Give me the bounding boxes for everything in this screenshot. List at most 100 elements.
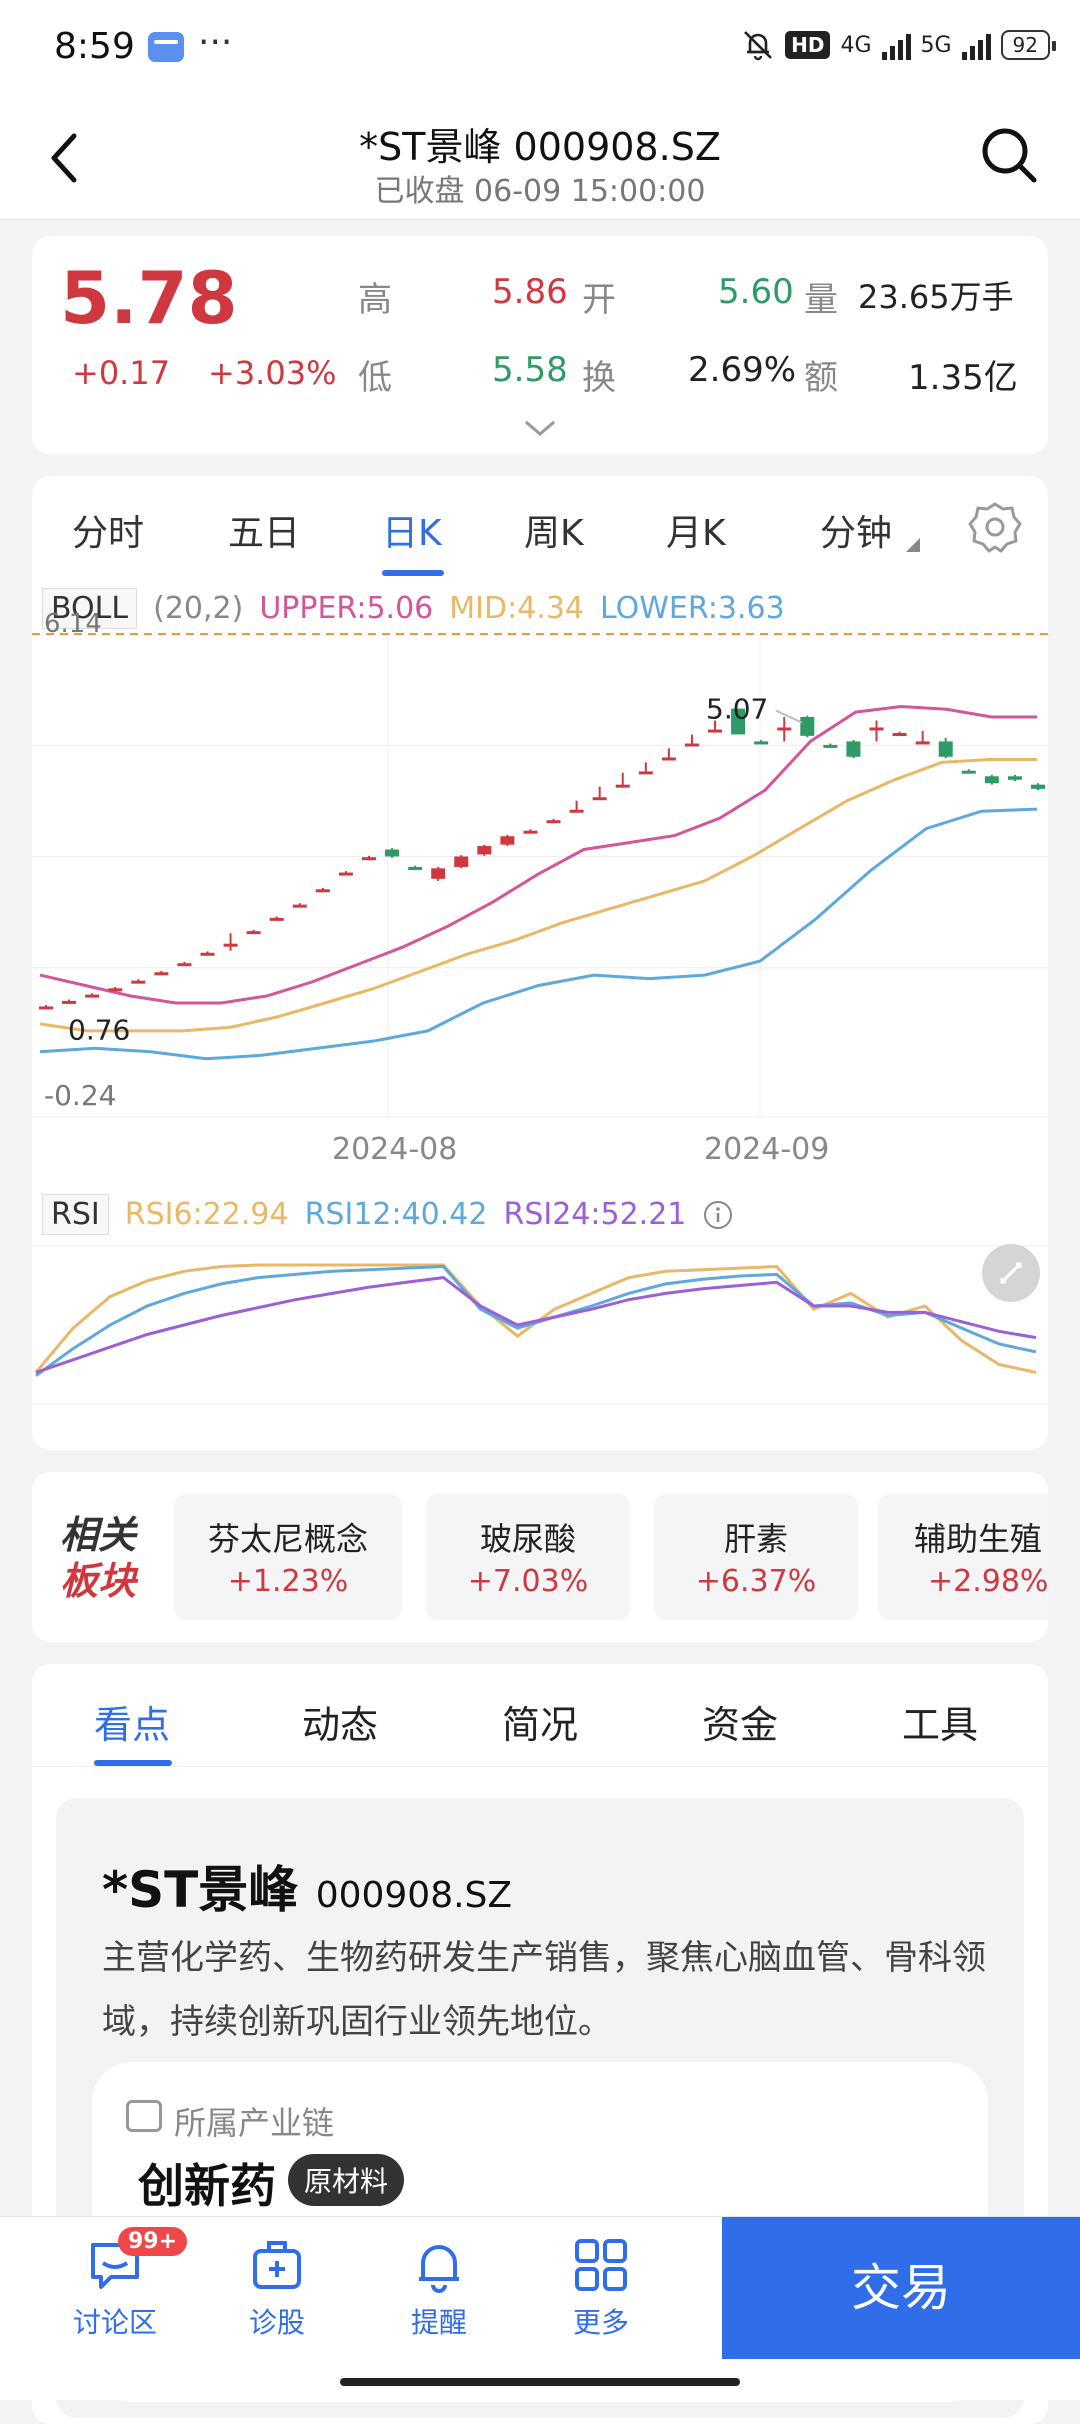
more-notifications-icon: ··· [198,22,233,63]
tab-funds[interactable]: 资金 [702,1703,779,1747]
market-status: 已收盘 06-09 15:00:00 [374,174,706,209]
candle-body [869,727,884,731]
candle-body [754,741,769,745]
candle-body [385,849,400,857]
sector-name: 辅助生殖 [914,1520,1043,1558]
rsi6-value: RSI6:22.94 [124,1197,289,1232]
candle-body [569,809,584,813]
trade-button[interactable]: 交易 [722,2217,1080,2359]
sector-name: 芬太尼概念 [207,1520,368,1558]
tab-news[interactable]: 动态 [302,1703,379,1747]
home-indicator[interactable] [340,2378,740,2386]
candle-body [154,972,169,976]
candle-body [431,868,446,879]
tab-intraday[interactable]: 分时 [72,513,145,554]
active-tab-indicator [382,570,444,576]
sector-change: +2.98% [928,1564,1048,1599]
hd-badge: HD [785,31,831,59]
sectors-logo-line1: 相关 [60,1513,137,1557]
rsi24-line [35,1276,1037,1374]
sector-name: 肝素 [723,1520,788,1558]
candle-body [85,994,100,998]
tab-overview[interactable]: 简况 [502,1703,579,1747]
company-description: 主营化学药、生物药研发生产销售，聚焦心脑血管、骨科领域，持续创新巩固行业领先地位… [102,1938,986,2042]
sector-item[interactable]: 肝素 +6.37% [654,1494,858,1620]
amount-value: 1.35亿 [908,358,1018,398]
high-marker: 5.07 [706,693,768,726]
amount-label: 额 [804,358,838,398]
boll-params: (20,2) [153,591,244,626]
candle-body [638,771,653,775]
sector-item[interactable]: 芬太尼概念 +1.23% [174,1494,402,1620]
candle-body [131,980,146,984]
medical-kit-icon [253,2241,301,2289]
industry-chain-name: 创新药 [138,2159,276,2213]
candle-body [800,717,815,736]
candle-body [477,846,492,855]
boll-lower-line [39,807,1038,1061]
chevron-down-icon[interactable] [522,418,558,438]
back-arrow-icon[interactable] [44,130,84,186]
bell-muted-icon [744,31,773,61]
tab-minute[interactable]: 分钟 [820,513,893,554]
candle-body [1007,776,1022,780]
tab-five-day[interactable]: 五日 [228,513,301,554]
tab-tools[interactable]: 工具 [902,1703,979,1747]
network-4g-label: 4G [840,32,872,58]
rsi-indicator-select[interactable]: RSI [42,1194,109,1235]
tab-monthly-k[interactable]: 月K [666,513,726,554]
network-5g-label: 5G [920,32,952,58]
battery-icon: 92 [1000,30,1057,60]
dropdown-triangle-icon [906,538,920,552]
rsi6-line [34,1263,1037,1374]
nav-discussion[interactable]: 99+ 讨论区 [60,2227,188,2341]
tab-daily-k[interactable]: 日K [382,513,442,554]
info-icon[interactable] [702,1199,734,1231]
fullscreen-button[interactable] [982,1244,1040,1302]
tab-highlights[interactable]: 看点 [94,1703,171,1747]
sector-item[interactable]: 辅助生殖 +2.98% [878,1494,1048,1620]
kline-chart[interactable]: 6.14 -0.24 0.76 5.07 2024-08 2024-09 [32,604,1048,1450]
chart-period-tabs: 分时 五日 日K 周K 月K 分钟 [32,476,1048,576]
tab-divider [32,1766,1048,1767]
related-sectors: 相关 板块 芬太尼概念 +1.23% 玻尿酸 +7.03% 肝素 +6.37% … [32,1472,1048,1642]
candle-body [108,988,123,992]
nav-label: 提醒 [410,2306,467,2339]
boll-lower: LOWER:3.63 [600,591,785,626]
app-notification-icon [148,32,184,62]
price-change: +0.17 [72,354,171,392]
sector-change: +7.03% [467,1564,589,1599]
candle-body [961,770,976,774]
high-label: 高 [358,280,392,320]
active-info-tab-indicator [94,1760,172,1766]
candle-body [592,797,607,801]
candle-body [361,857,376,861]
nav-diagnose[interactable]: 诊股 [222,2235,332,2341]
low-marker: 0.76 [68,1013,130,1046]
boll-upper-line [39,704,1037,1005]
price-change-pct: +3.03% [208,354,337,392]
candle-body [615,784,630,788]
candle-body [661,757,676,761]
volume-label: 量 [804,280,838,320]
nav-more[interactable]: 更多 [546,2235,656,2341]
open-label: 开 [582,280,616,320]
boll-mid-line [39,758,1037,1033]
current-price: 5.78 [60,256,238,340]
tab-weekly-k[interactable]: 周K [524,513,584,554]
candle-body [938,741,953,757]
high-value: 5.86 [492,272,568,312]
boll-indicator-select[interactable]: BOLL [42,588,138,629]
candle-body [892,733,907,737]
candle-body [223,943,238,947]
quote-card: 5.78 +0.17 +3.03% 高 5.86 开 5.60 量 23.65万… [32,236,1048,454]
gear-icon[interactable] [968,500,1022,554]
industry-chain-label: 所属产业链 [174,2104,335,2142]
sector-item[interactable]: 玻尿酸 +7.03% [426,1494,630,1620]
x-tick: 2024-08 [332,1132,457,1167]
nav-label: 诊股 [248,2306,305,2339]
nav-alert[interactable]: 提醒 [384,2235,494,2341]
search-icon[interactable] [978,124,1040,186]
candle-body [246,931,261,935]
candle-body [1031,784,1045,789]
